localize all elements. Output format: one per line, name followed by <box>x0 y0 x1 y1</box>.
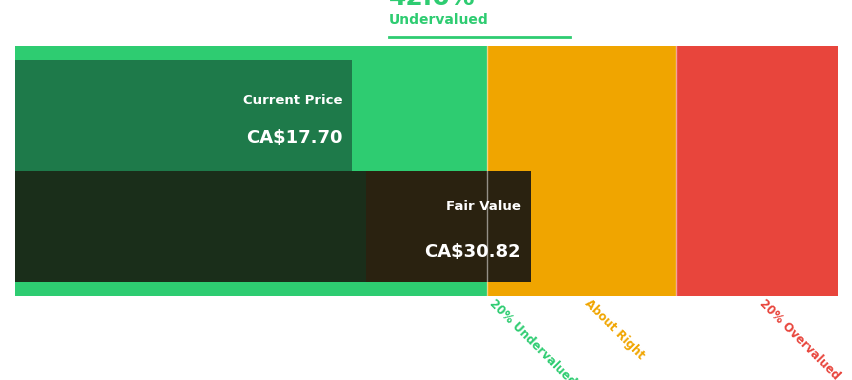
Text: CA$17.70: CA$17.70 <box>246 129 343 147</box>
Bar <box>486 46 675 296</box>
Bar <box>15 46 486 296</box>
Bar <box>675 46 837 296</box>
Bar <box>15 60 352 171</box>
Bar <box>15 171 530 282</box>
Text: 20% Undervalued: 20% Undervalued <box>486 297 579 380</box>
Text: Current Price: Current Price <box>243 94 343 107</box>
Bar <box>187 60 352 171</box>
Text: 42.6%: 42.6% <box>389 0 475 10</box>
Text: CA$30.82: CA$30.82 <box>424 242 521 261</box>
Text: Undervalued: Undervalued <box>389 13 488 27</box>
Bar <box>366 171 530 282</box>
Text: Fair Value: Fair Value <box>446 200 521 213</box>
Text: 20% Overvalued: 20% Overvalued <box>756 297 841 380</box>
Text: About Right: About Right <box>581 297 646 362</box>
